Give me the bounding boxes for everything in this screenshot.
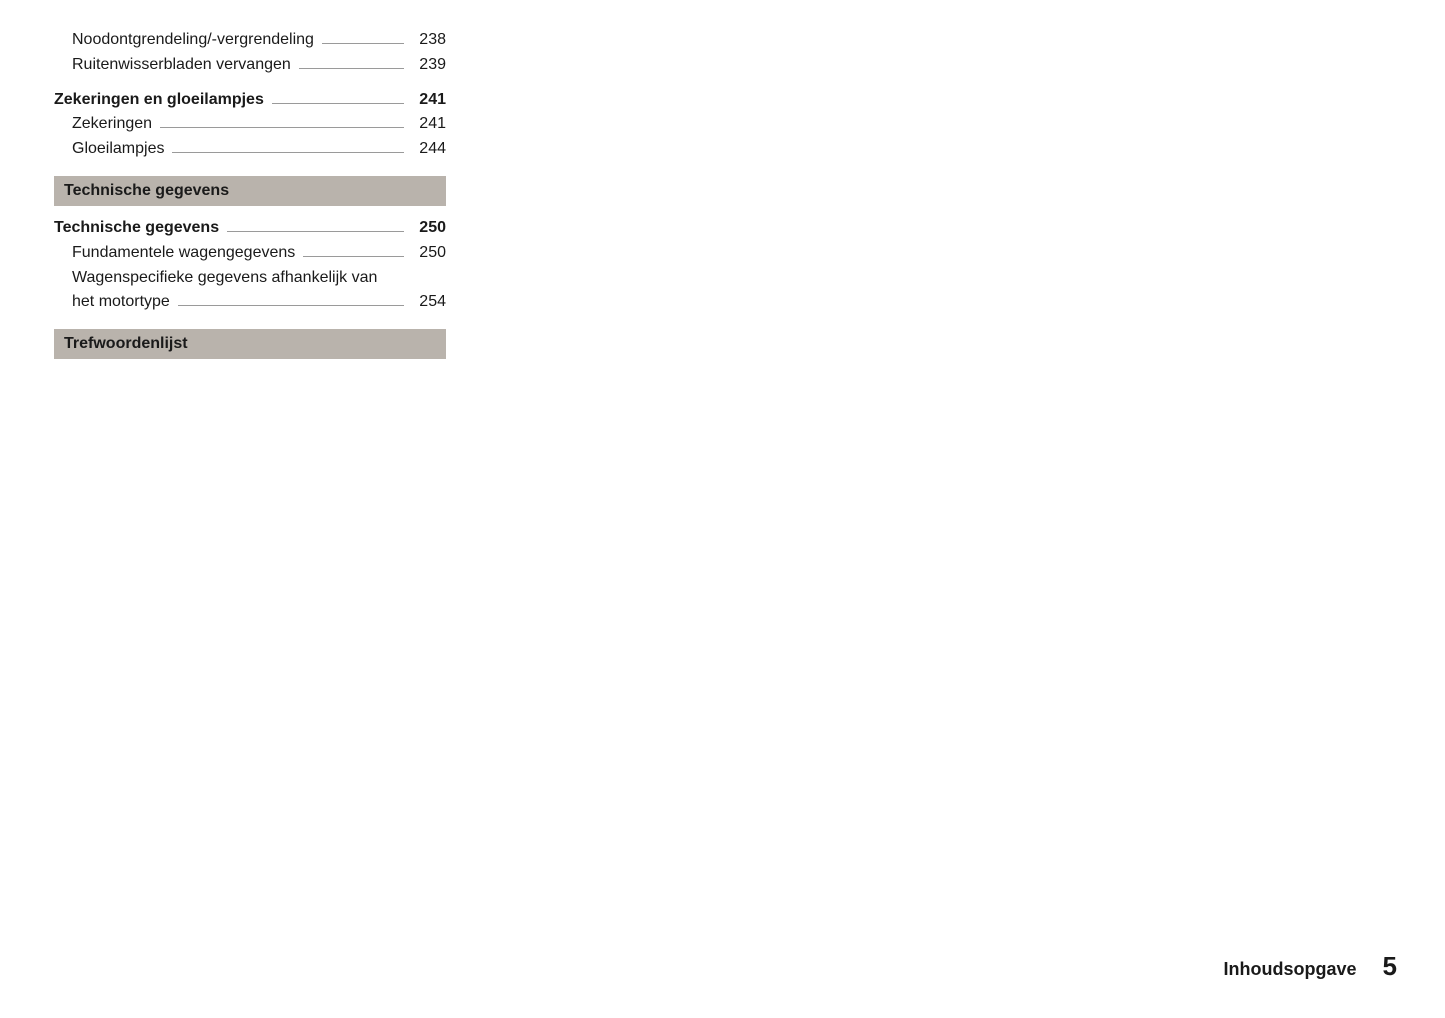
toc-entry: Fundamentele wagengegevens 250 [54, 241, 446, 266]
toc-leader [303, 256, 404, 257]
toc-page-number: 239 [410, 53, 446, 78]
toc-entry: Noodontgrendeling/-vergrendeling 238 [54, 28, 446, 53]
toc-leader [299, 68, 404, 69]
toc-leader [322, 43, 404, 44]
toc-page-number: 250 [410, 216, 446, 241]
toc-entry: Zekeringen 241 [54, 112, 446, 137]
section-header: Trefwoordenlijst [54, 329, 446, 359]
toc-leader [172, 152, 404, 153]
toc-page-number: 254 [410, 290, 446, 315]
toc-column: Noodontgrendeling/-vergrendeling 238 Rui… [54, 28, 446, 359]
toc-label-line1: Wagenspecifieke gegevens afhankelijk van [72, 266, 446, 291]
toc-leader [227, 231, 404, 232]
toc-label: Zekeringen [72, 112, 152, 137]
toc-label: Technische gegevens [54, 216, 219, 241]
footer-label: Inhoudsopgave [1224, 959, 1357, 980]
toc-label-line2: het motortype [72, 290, 170, 315]
toc-entry: Gloeilampjes 244 [54, 137, 446, 162]
toc-label: Fundamentele wagengegevens [72, 241, 295, 266]
document-page: Noodontgrendeling/-vergrendeling 238 Rui… [0, 0, 1445, 1018]
toc-page-number: 238 [410, 28, 446, 53]
toc-entry: Ruitenwisserbladen vervangen 239 [54, 53, 446, 78]
toc-page-number: 241 [410, 112, 446, 137]
toc-page-number: 241 [410, 88, 446, 113]
section-header: Technische gegevens [54, 176, 446, 206]
toc-label: Gloeilampjes [72, 137, 164, 162]
toc-leader [272, 103, 404, 104]
toc-label: Zekeringen en gloeilampjes [54, 88, 264, 113]
footer-page-number: 5 [1383, 951, 1397, 982]
toc-label: Ruitenwisserbladen vervangen [72, 53, 291, 78]
toc-entry-bold: Zekeringen en gloeilampjes 241 [54, 88, 446, 113]
toc-page-number: 244 [410, 137, 446, 162]
toc-page-number: 250 [410, 241, 446, 266]
page-footer: Inhoudsopgave 5 [1224, 951, 1397, 982]
toc-leader [178, 305, 404, 306]
toc-entry-multiline: Wagenspecifieke gegevens afhankelijk van… [54, 266, 446, 316]
toc-entry-bold: Technische gegevens 250 [54, 216, 446, 241]
toc-leader [160, 127, 404, 128]
toc-label: Noodontgrendeling/-vergrendeling [72, 28, 314, 53]
